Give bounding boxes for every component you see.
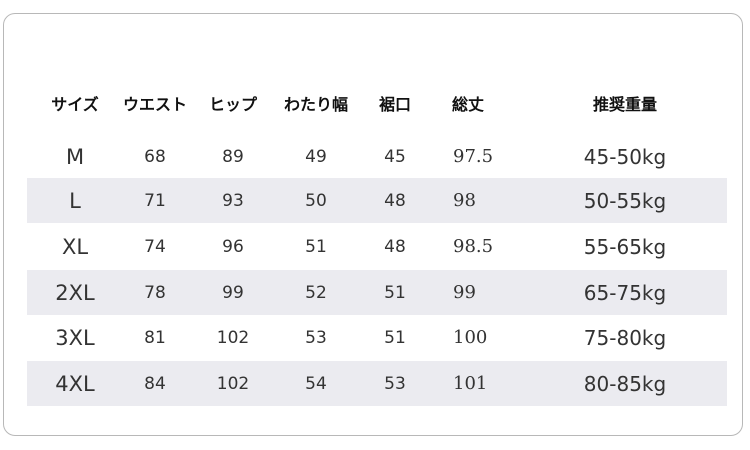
header-thigh: わたり幅: [283, 94, 349, 114]
cell-size: 3XL: [55, 325, 95, 350]
table-row: 4XL 84 102 54 53 101 80-85kg: [27, 361, 727, 406]
header-row: サイズ ウエスト ヒップ わたり幅 裾口 総丈 推奨重量: [27, 80, 727, 125]
cell-length: 101: [453, 373, 488, 394]
cell-hip: 102: [216, 327, 250, 348]
cell-weight: 65-75kg: [583, 280, 667, 305]
cell-waist: 78: [144, 282, 166, 303]
cell-length: 100: [453, 327, 488, 348]
cell-weight: 80-85kg: [583, 371, 667, 396]
cell-length: 98: [453, 190, 476, 211]
cell-hip: 102: [216, 373, 250, 394]
size-chart-frame: [3, 13, 743, 436]
cell-hip: 89: [222, 146, 244, 167]
cell-hem: 45: [384, 146, 406, 167]
cell-thigh: 50: [305, 190, 327, 211]
cell-thigh: 51: [305, 236, 327, 257]
cell-hem: 51: [384, 282, 406, 303]
cell-thigh: 54: [305, 373, 327, 394]
cell-weight: 75-80kg: [583, 325, 667, 350]
cell-hem: 51: [384, 327, 406, 348]
cell-size: L: [69, 188, 81, 213]
header-size: サイズ: [51, 94, 99, 114]
cell-hip: 96: [222, 236, 244, 257]
cell-size: 4XL: [55, 371, 95, 396]
cell-waist: 71: [144, 190, 166, 211]
cell-hem: 48: [384, 236, 406, 257]
header-weight: 推奨重量: [592, 94, 658, 114]
cell-thigh: 53: [305, 327, 327, 348]
header-length: 総丈: [451, 94, 485, 114]
cell-waist: 74: [144, 236, 166, 257]
cell-size: 2XL: [55, 280, 95, 305]
cell-weight: 50-55kg: [583, 188, 667, 213]
table-row: 3XL 81 102 53 51 100 75-80kg: [27, 315, 727, 360]
cell-waist: 81: [144, 327, 166, 348]
table-row: 2XL 78 99 52 51 99 65-75kg: [27, 270, 727, 315]
header-hem: 裾口: [378, 94, 412, 114]
cell-hip: 99: [222, 282, 244, 303]
table-row: L 71 93 50 48 98 50-55kg: [27, 178, 727, 223]
cell-hem: 48: [384, 190, 406, 211]
table-row: XL 74 96 51 48 98.5 55-65kg: [27, 224, 727, 269]
cell-waist: 68: [144, 146, 166, 167]
cell-length: 97.5: [453, 146, 494, 167]
cell-weight: 45-50kg: [583, 144, 667, 169]
cell-length: 99: [453, 282, 476, 303]
cell-size: M: [65, 144, 85, 169]
cell-weight: 55-65kg: [583, 234, 667, 259]
cell-thigh: 49: [305, 146, 327, 167]
table-row: M 68 89 49 45 97.5 45-50kg: [27, 134, 727, 179]
header-hip: ヒップ: [208, 94, 258, 114]
cell-length: 98.5: [453, 236, 494, 257]
header-waist: ウエスト: [122, 94, 188, 114]
cell-waist: 84: [144, 373, 166, 394]
cell-hip: 93: [222, 190, 244, 211]
cell-thigh: 52: [305, 282, 327, 303]
cell-size: XL: [61, 234, 89, 259]
cell-hem: 53: [384, 373, 406, 394]
